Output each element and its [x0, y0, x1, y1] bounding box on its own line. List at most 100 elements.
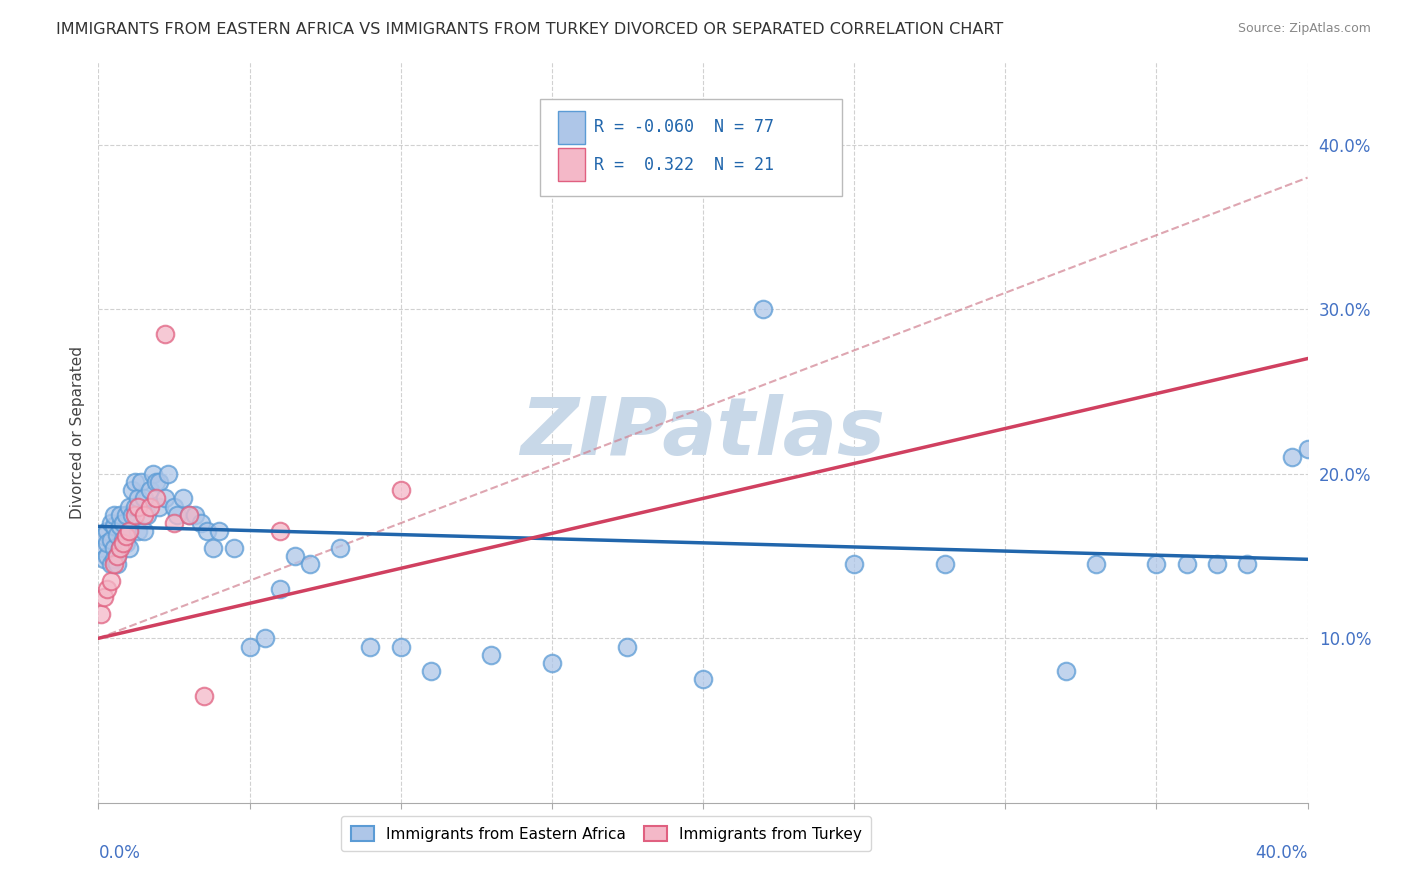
Point	[103, 558, 125, 572]
Text: R = -0.060  N = 77: R = -0.060 N = 77	[595, 118, 775, 136]
Point	[142, 467, 165, 481]
Point	[103, 508, 125, 522]
Point	[163, 516, 186, 530]
Point	[124, 508, 146, 522]
Point	[108, 541, 131, 555]
Text: ZIPatlas: ZIPatlas	[520, 393, 886, 472]
Point	[1281, 450, 1303, 465]
Point	[148, 500, 170, 514]
Point	[108, 508, 131, 522]
Point	[100, 533, 122, 547]
Point	[360, 640, 382, 654]
Point	[1206, 558, 1229, 572]
Point	[100, 574, 122, 588]
Point	[1144, 558, 1167, 572]
Point	[93, 590, 115, 604]
Point	[118, 500, 141, 514]
Point	[114, 508, 136, 522]
Text: IMMIGRANTS FROM EASTERN AFRICA VS IMMIGRANTS FROM TURKEY DIVORCED OR SEPARATED C: IMMIGRANTS FROM EASTERN AFRICA VS IMMIGR…	[56, 22, 1004, 37]
Point	[1236, 558, 1258, 572]
Point	[1296, 442, 1319, 456]
Point	[108, 519, 131, 533]
Point	[148, 475, 170, 489]
Point	[616, 640, 638, 654]
Point	[93, 552, 115, 566]
Point	[111, 536, 134, 550]
Legend: Immigrants from Eastern Africa, Immigrants from Turkey: Immigrants from Eastern Africa, Immigran…	[342, 816, 872, 851]
Point	[184, 508, 207, 522]
Point	[145, 491, 167, 506]
Point	[114, 529, 136, 543]
Point	[193, 689, 215, 703]
Point	[132, 524, 155, 539]
Point	[108, 541, 131, 555]
Point	[195, 524, 218, 539]
Point	[934, 558, 956, 572]
Point	[124, 475, 146, 489]
Point	[153, 491, 176, 506]
Point	[127, 524, 149, 539]
Text: 0.0%: 0.0%	[98, 844, 141, 862]
Point	[103, 519, 125, 533]
Point	[118, 524, 141, 539]
Point	[132, 491, 155, 506]
Point	[269, 524, 291, 539]
Point	[96, 549, 118, 563]
Point	[103, 541, 125, 555]
Point	[105, 549, 128, 563]
Point	[96, 536, 118, 550]
Point	[139, 483, 162, 498]
Point	[752, 302, 775, 317]
Y-axis label: Divorced or Separated: Divorced or Separated	[69, 346, 84, 519]
Point	[100, 558, 122, 572]
Point	[93, 529, 115, 543]
Point	[118, 541, 141, 555]
Point	[121, 483, 143, 498]
Point	[269, 582, 291, 596]
Point	[111, 533, 134, 547]
Point	[90, 607, 112, 621]
Point	[90, 541, 112, 555]
Text: R =  0.322  N = 21: R = 0.322 N = 21	[595, 155, 775, 174]
Point	[129, 475, 152, 489]
Point	[96, 582, 118, 596]
FancyBboxPatch shape	[558, 111, 585, 144]
Point	[105, 558, 128, 572]
Point	[389, 483, 412, 498]
Point	[253, 632, 276, 646]
Point	[299, 558, 322, 572]
Point	[105, 549, 128, 563]
Point	[202, 541, 225, 555]
Point	[156, 467, 179, 481]
Point	[139, 500, 162, 514]
Point	[121, 508, 143, 522]
Point	[208, 524, 231, 539]
Point	[1085, 558, 1108, 572]
Point	[389, 640, 412, 654]
Point	[163, 500, 186, 514]
Point	[135, 508, 157, 522]
Text: Source: ZipAtlas.com: Source: ZipAtlas.com	[1237, 22, 1371, 36]
Point	[329, 541, 352, 555]
Point	[179, 508, 201, 522]
Point	[114, 536, 136, 550]
Point	[132, 508, 155, 522]
Point	[692, 673, 714, 687]
Point	[103, 552, 125, 566]
Point	[105, 527, 128, 541]
Point	[1175, 558, 1198, 572]
Point	[420, 664, 443, 678]
FancyBboxPatch shape	[540, 99, 842, 195]
Point	[166, 508, 188, 522]
Point	[481, 648, 503, 662]
Point	[224, 541, 246, 555]
Point	[239, 640, 262, 654]
Point	[540, 656, 562, 670]
Point	[1054, 664, 1077, 678]
Text: 40.0%: 40.0%	[1256, 844, 1308, 862]
Point	[118, 524, 141, 539]
Point	[96, 524, 118, 539]
Point	[153, 326, 176, 341]
Point	[172, 491, 194, 506]
Point	[127, 491, 149, 506]
